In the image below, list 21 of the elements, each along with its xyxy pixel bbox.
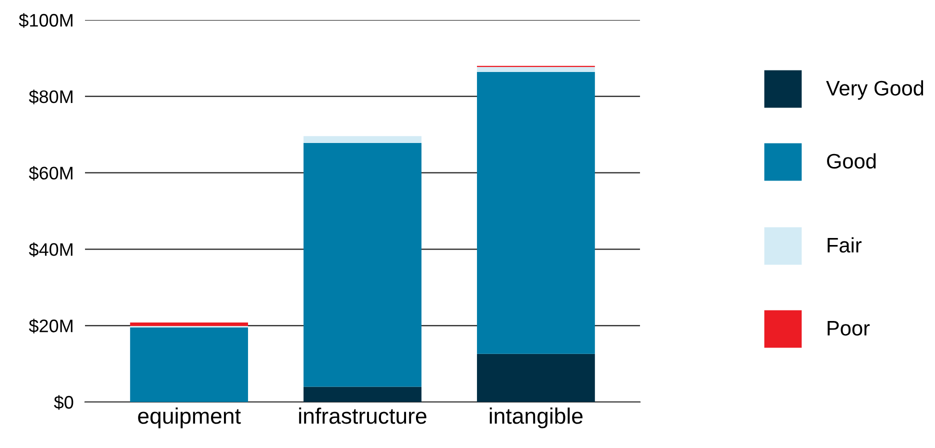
bar [130, 322, 248, 326]
bar [476, 354, 595, 402]
y-tick-label: $80M [28, 90, 72, 104]
legend-label: Poor [828, 321, 870, 336]
x-tick-label: infrastructure [299, 408, 426, 424]
legend-label: Very Good [826, 80, 924, 100]
bar [304, 136, 422, 144]
bar [476, 66, 595, 72]
y-tick-label: $20M [28, 318, 72, 334]
x-tick-label: equipment [138, 408, 241, 428]
y-tick-label: $60M [28, 166, 72, 181]
bar [476, 72, 595, 354]
y-tick-label: $0 [54, 395, 74, 410]
bar [304, 143, 422, 387]
y-tick-label: $100M [18, 13, 72, 28]
bar [304, 386, 422, 402]
y-tick-label: $40M [28, 242, 72, 257]
legend-label: Good [827, 153, 876, 169]
x-tick-label: intangible [490, 408, 583, 428]
legend-label: Fair [828, 237, 862, 253]
bar [130, 328, 248, 402]
